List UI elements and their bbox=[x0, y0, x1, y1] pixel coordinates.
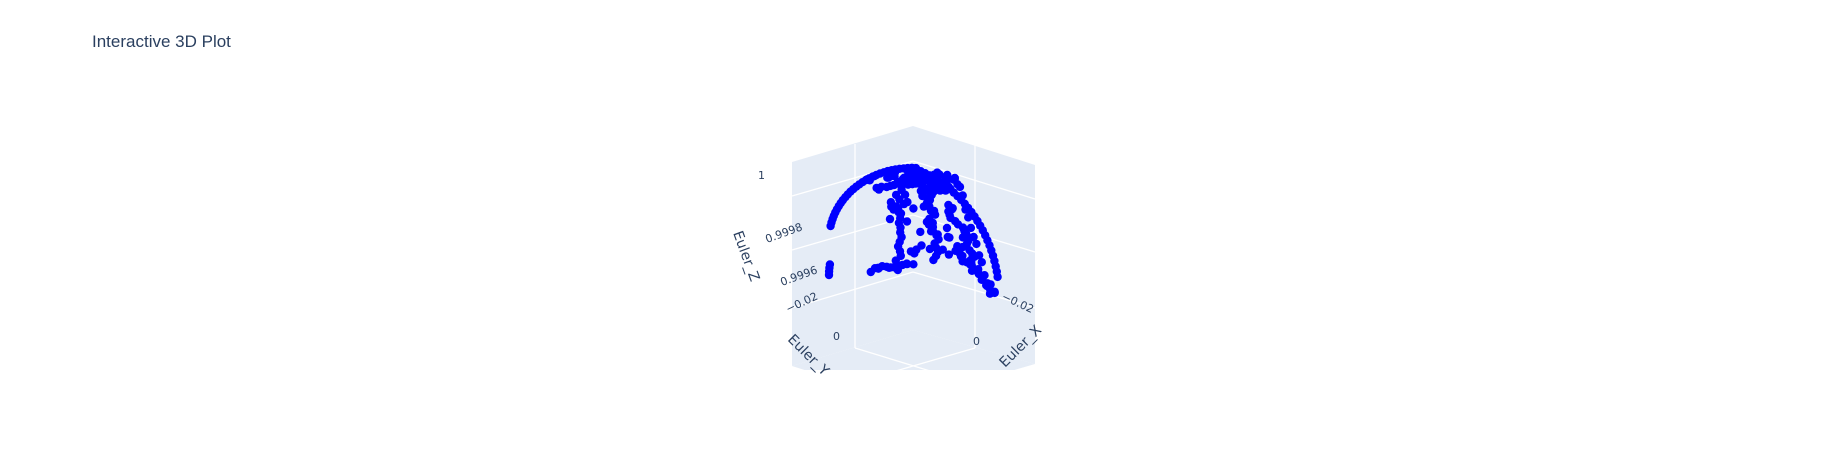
data-point bbox=[891, 168, 899, 176]
data-point bbox=[942, 183, 950, 191]
data-point bbox=[959, 191, 967, 199]
data-point bbox=[913, 167, 921, 175]
data-point bbox=[945, 233, 953, 241]
data-point bbox=[964, 213, 972, 221]
data-point bbox=[904, 168, 912, 176]
data-point bbox=[903, 217, 911, 225]
data-point bbox=[967, 224, 975, 232]
data-point bbox=[898, 181, 906, 189]
data-point bbox=[928, 191, 936, 199]
data-point bbox=[909, 260, 917, 268]
x-tick-label: 0 bbox=[973, 335, 980, 348]
data-point bbox=[920, 202, 928, 210]
data-point bbox=[923, 218, 931, 226]
data-point bbox=[961, 205, 969, 213]
data-point bbox=[978, 258, 986, 266]
data-point bbox=[929, 256, 937, 264]
data-point bbox=[916, 228, 924, 236]
data-point bbox=[886, 182, 894, 190]
data-point bbox=[934, 230, 942, 238]
data-point bbox=[943, 224, 951, 232]
z-axis-title: Euler_Z bbox=[729, 229, 762, 284]
data-point bbox=[826, 260, 834, 268]
data-point bbox=[972, 240, 980, 248]
data-point bbox=[887, 198, 895, 206]
data-point bbox=[886, 215, 894, 223]
data-point bbox=[903, 198, 911, 206]
data-point bbox=[907, 247, 915, 255]
data-point bbox=[983, 282, 991, 290]
data-point bbox=[917, 241, 925, 249]
y-tick-label: 0 bbox=[833, 330, 840, 343]
data-point bbox=[986, 290, 994, 298]
data-point bbox=[930, 207, 938, 215]
data-point bbox=[935, 171, 943, 179]
data-point bbox=[980, 271, 988, 279]
z-tick-label: 1 bbox=[758, 169, 765, 182]
data-point bbox=[866, 176, 874, 184]
data-point bbox=[926, 245, 934, 253]
data-point bbox=[909, 204, 917, 212]
data-point bbox=[993, 273, 1001, 281]
data-point bbox=[956, 183, 964, 191]
data-point bbox=[948, 205, 956, 213]
data-point bbox=[910, 174, 918, 182]
data-point bbox=[945, 250, 953, 258]
data-point bbox=[892, 191, 900, 199]
data-point bbox=[918, 181, 926, 189]
data-point bbox=[945, 175, 953, 183]
data-point bbox=[953, 242, 961, 250]
